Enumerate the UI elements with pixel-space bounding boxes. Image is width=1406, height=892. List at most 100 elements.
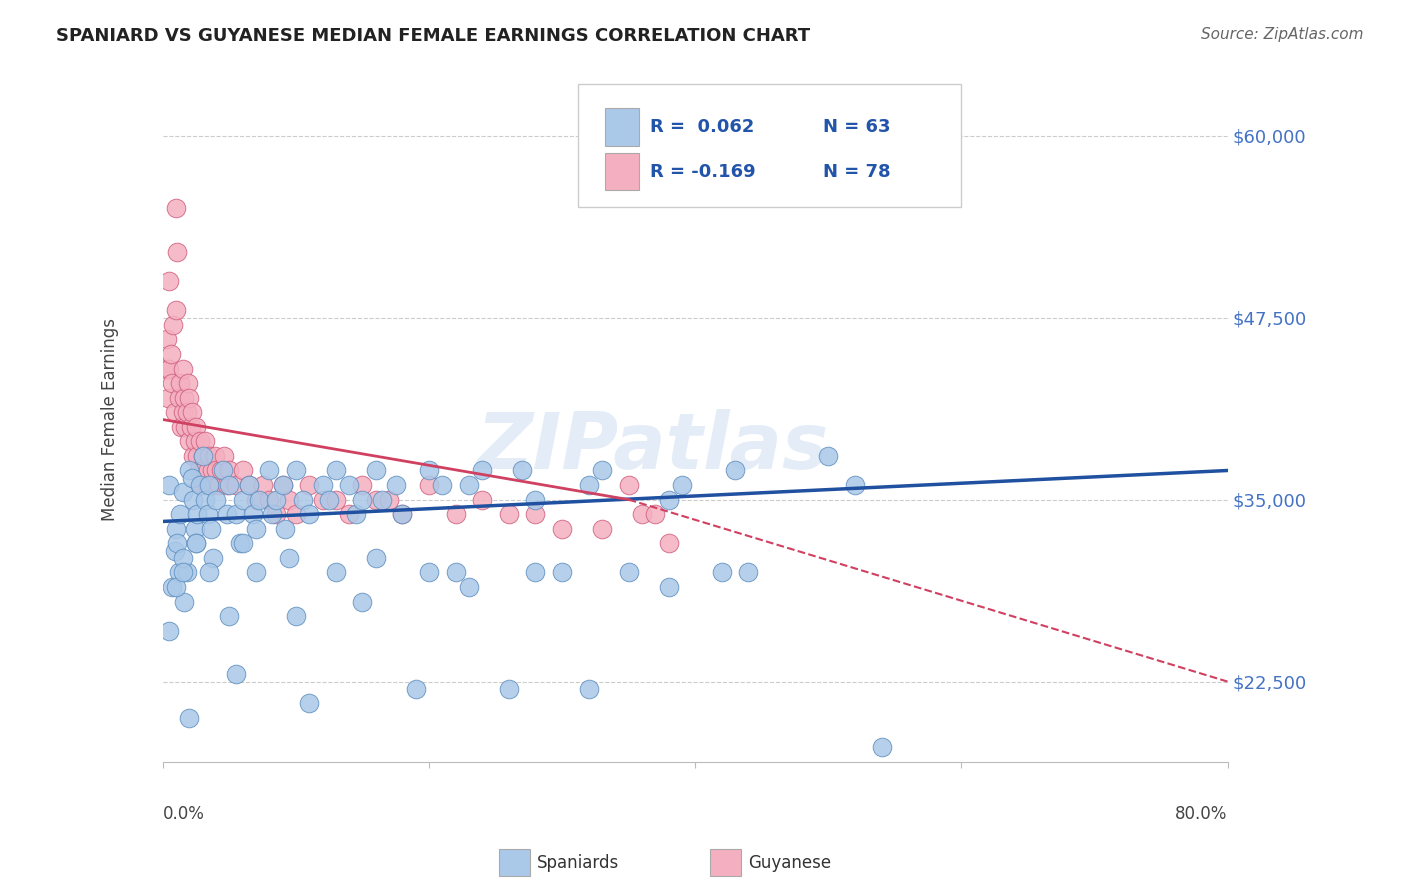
Point	[160, 376, 183, 391]
Point	[194, 434, 217, 449]
Text: SPANIARD VS GUYANESE MEDIAN FEMALE EARNINGS CORRELATION CHART: SPANIARD VS GUYANESE MEDIAN FEMALE EARNI…	[56, 27, 810, 45]
Point	[658, 580, 681, 594]
Point	[167, 566, 190, 580]
Point	[271, 478, 294, 492]
Point	[211, 463, 233, 477]
Point	[215, 478, 238, 492]
Point	[198, 566, 221, 580]
Point	[274, 522, 297, 536]
Point	[311, 478, 333, 492]
Point	[218, 609, 240, 624]
Text: N = 78: N = 78	[823, 163, 890, 181]
Point	[165, 202, 187, 216]
Point	[870, 740, 893, 755]
Point	[169, 376, 191, 391]
Point	[194, 492, 217, 507]
Point	[418, 463, 440, 477]
Point	[364, 550, 387, 565]
Point	[524, 566, 547, 580]
Point	[176, 405, 198, 419]
Point	[352, 492, 374, 507]
Point	[156, 333, 179, 347]
Point	[166, 536, 188, 550]
Point	[177, 376, 200, 391]
Point	[167, 391, 190, 405]
Point	[159, 347, 181, 361]
Point	[169, 507, 191, 521]
Point	[578, 478, 600, 492]
Point	[225, 667, 247, 681]
Point	[172, 405, 194, 419]
Point	[170, 419, 193, 434]
Text: R =  0.062: R = 0.062	[651, 119, 755, 136]
Point	[198, 449, 221, 463]
Point	[184, 536, 207, 550]
Point	[184, 536, 207, 550]
Point	[159, 478, 181, 492]
Point	[344, 507, 367, 521]
Point	[172, 361, 194, 376]
Point	[165, 580, 187, 594]
Point	[209, 463, 232, 477]
Point	[163, 543, 186, 558]
Point	[352, 478, 374, 492]
Point	[259, 492, 281, 507]
Point	[578, 681, 600, 696]
Text: Spaniards: Spaniards	[537, 854, 619, 871]
Point	[352, 594, 374, 608]
Point	[325, 566, 347, 580]
Point	[671, 478, 693, 492]
Point	[291, 492, 314, 507]
Point	[197, 507, 219, 521]
Point	[157, 391, 180, 405]
Point	[551, 522, 574, 536]
Point	[617, 566, 640, 580]
Text: 80.0%: 80.0%	[1175, 805, 1227, 823]
Point	[163, 405, 186, 419]
Point	[184, 434, 207, 449]
Point	[184, 522, 207, 536]
Point	[159, 624, 181, 638]
Point	[229, 536, 252, 550]
Text: R = -0.169: R = -0.169	[651, 163, 756, 181]
Point	[172, 566, 194, 580]
Point	[202, 550, 225, 565]
Point	[264, 492, 287, 507]
Point	[181, 405, 204, 419]
Point	[378, 492, 401, 507]
Point	[271, 478, 294, 492]
Point	[724, 463, 747, 477]
Text: 0.0%: 0.0%	[163, 805, 205, 823]
Point	[284, 609, 307, 624]
Point	[201, 463, 224, 477]
Point	[218, 463, 240, 477]
Point	[405, 681, 427, 696]
Point	[165, 522, 187, 536]
Point	[710, 566, 733, 580]
Point	[197, 463, 219, 477]
Point	[259, 463, 281, 477]
Point	[176, 566, 198, 580]
Point	[183, 449, 205, 463]
Text: Source: ZipAtlas.com: Source: ZipAtlas.com	[1201, 27, 1364, 42]
Point	[737, 566, 759, 580]
Point	[247, 492, 270, 507]
Point	[524, 492, 547, 507]
Point	[198, 478, 221, 492]
Point	[162, 318, 184, 332]
Point	[337, 507, 360, 521]
Point	[318, 492, 340, 507]
Point	[225, 478, 247, 492]
Point	[166, 245, 188, 260]
Point	[179, 391, 201, 405]
Point	[165, 303, 187, 318]
Point	[174, 419, 197, 434]
Point	[190, 478, 212, 492]
Point	[186, 507, 208, 521]
Point	[238, 478, 260, 492]
Point	[264, 507, 287, 521]
Point	[418, 478, 440, 492]
Point	[204, 449, 226, 463]
Point	[225, 507, 247, 521]
Point	[458, 580, 481, 594]
